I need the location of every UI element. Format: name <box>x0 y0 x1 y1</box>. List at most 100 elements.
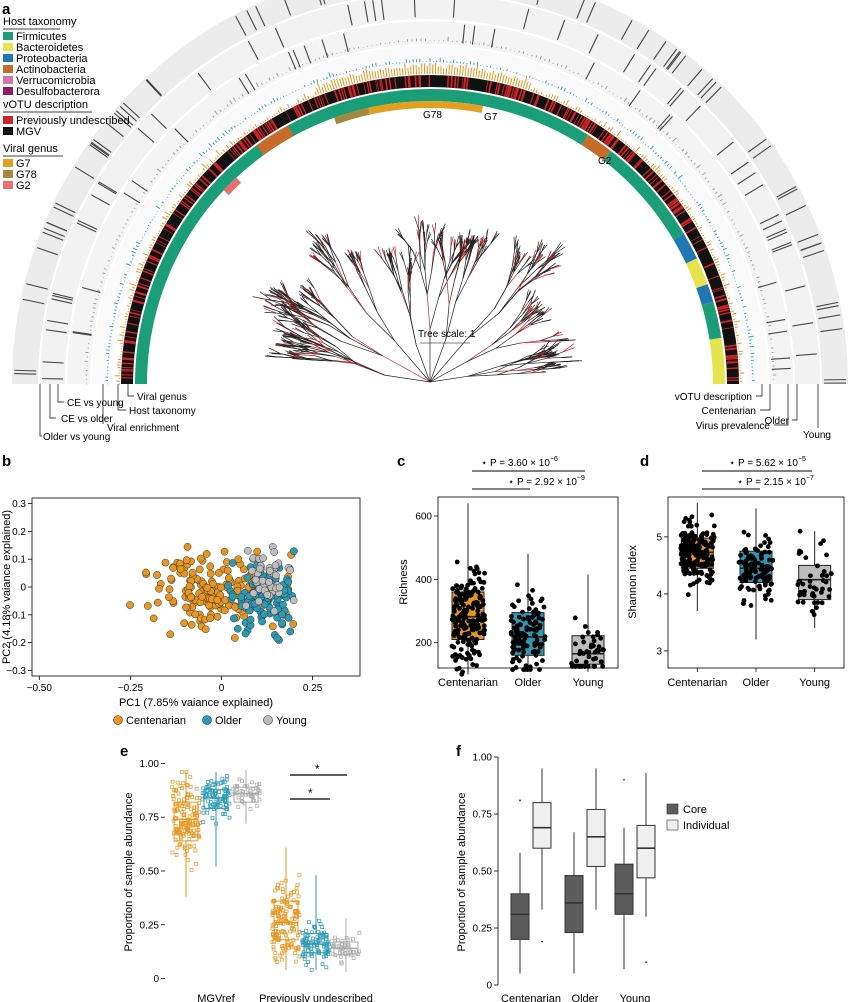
tree-branch <box>424 270 428 295</box>
enrichment-tick <box>620 20 633 40</box>
older-bar <box>726 257 730 260</box>
enrichment-tick <box>97 182 117 195</box>
data-point <box>516 647 522 653</box>
tree-branch <box>374 249 383 260</box>
data-point <box>292 928 296 933</box>
enrichment-tick <box>113 112 132 128</box>
data-point <box>819 572 825 578</box>
young-bar <box>751 264 754 266</box>
ring-votu-undescribed-mark <box>333 89 340 102</box>
centenarian-bar <box>639 153 642 156</box>
data-point <box>795 599 801 605</box>
tree-scale-label: Tree scale: 1 <box>418 329 476 340</box>
centenarian-bar <box>254 123 258 128</box>
ring-votu-undescribed-mark <box>123 341 136 345</box>
tree-branch <box>293 300 305 308</box>
centenarian-bar <box>276 112 278 115</box>
centenarian-bar <box>358 75 361 83</box>
data-point <box>681 547 687 553</box>
data-point <box>766 536 772 542</box>
data-point <box>481 580 487 585</box>
data-point <box>513 636 518 642</box>
centenarian-bar <box>672 189 675 192</box>
ring-votu-undescribed-mark <box>717 305 730 311</box>
ring-votu-undescribed-mark <box>340 87 346 100</box>
legend-votu: vOTU description Previously undescribed … <box>3 99 130 138</box>
tree-branch <box>267 294 283 300</box>
data-point <box>526 606 532 612</box>
centenarian-bar <box>129 288 135 292</box>
data-point <box>762 593 768 599</box>
ring-votu-undescribed-mark <box>618 144 627 155</box>
tree-branch <box>395 256 399 271</box>
centenarian-bar <box>493 74 497 81</box>
ring-votu-undescribed-mark <box>237 141 246 152</box>
centenarian-bar <box>593 118 596 122</box>
data-point <box>518 622 523 628</box>
data-point <box>315 935 320 940</box>
centenarian-bar <box>172 203 177 207</box>
tree-branch <box>277 289 289 299</box>
data-point <box>688 523 694 529</box>
ring-votu-undescribed-mark <box>672 205 683 214</box>
centenarian-bar <box>609 127 614 132</box>
point-young <box>265 566 274 575</box>
ring-votu-undescribed-mark <box>534 94 541 107</box>
ring-votu-undescribed-mark <box>607 135 615 147</box>
point-young <box>254 597 263 606</box>
tree-branch <box>514 358 530 364</box>
point-centenarian <box>167 574 175 583</box>
centenarian-bar <box>242 135 244 137</box>
tree-branch <box>427 231 430 242</box>
enrichment-tick <box>462 24 466 44</box>
centenarian-bar <box>410 66 412 75</box>
legend-label-desulfobacterora: Desulfobacterora <box>16 86 101 98</box>
tree-branch <box>542 307 550 316</box>
tree-branch <box>517 372 531 374</box>
ring-votu-undescribed-mark <box>379 79 383 92</box>
young-bar <box>97 289 101 292</box>
tree-branch <box>481 239 488 250</box>
centenarian-bar <box>613 133 616 136</box>
point-young <box>271 561 280 570</box>
ring-votu-undescribed-mark <box>355 83 360 96</box>
tree-branch <box>418 229 421 248</box>
data-point <box>582 664 587 669</box>
data-point <box>694 551 700 557</box>
centenarian-bar <box>126 305 130 307</box>
young-bar <box>693 162 696 166</box>
tree-branch <box>545 347 555 352</box>
data-point <box>280 896 285 901</box>
ring-votu-undescribed-mark <box>669 201 680 210</box>
enrichment-tick <box>380 0 385 20</box>
tree-branch <box>552 334 564 337</box>
enrichment-tick <box>150 113 167 129</box>
older-bar <box>664 160 668 164</box>
enrichment-tick <box>347 4 353 26</box>
data-point <box>533 620 539 626</box>
data-point <box>689 514 695 520</box>
data-point <box>800 581 806 587</box>
data-point <box>250 794 255 798</box>
tree-branch <box>467 344 492 362</box>
enrichment-tick <box>748 138 767 153</box>
data-point <box>533 628 539 633</box>
older-bar <box>124 277 127 279</box>
enrichment-tick <box>771 357 791 360</box>
legend-label-older: Older <box>215 715 242 727</box>
centenarian-bar <box>164 221 166 223</box>
centenarian-bar <box>448 64 451 75</box>
tree-branch <box>294 327 304 334</box>
data-point <box>338 955 343 959</box>
centenarian-bar <box>360 74 364 82</box>
centenarian-bar <box>694 220 697 223</box>
young-bar <box>176 149 179 152</box>
data-point <box>213 791 218 796</box>
data-point <box>699 561 705 567</box>
tree-branch <box>538 244 548 256</box>
centenarian-bar <box>630 147 633 149</box>
tree-branch <box>516 245 521 258</box>
tree-branch <box>300 322 317 329</box>
older-bar <box>616 118 619 122</box>
point-centenarian <box>183 542 192 551</box>
